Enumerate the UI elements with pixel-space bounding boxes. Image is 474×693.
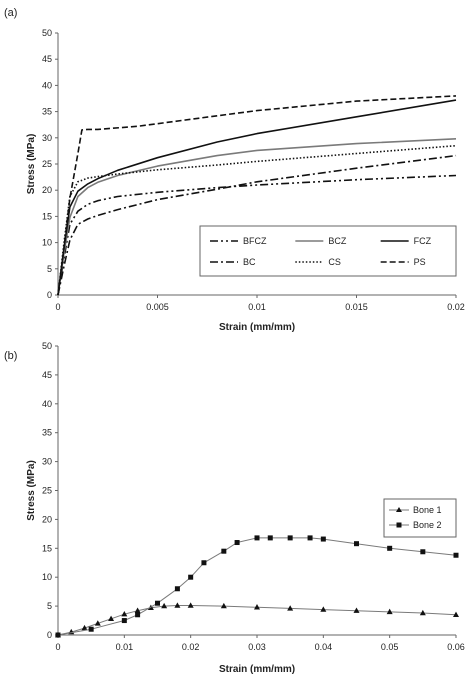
data-point-bone-1: [187, 602, 194, 608]
y-tick-label: 5: [47, 264, 52, 274]
data-point-bone-2: [55, 632, 61, 638]
x-tick-label: 0.01: [116, 642, 134, 652]
data-point-bone-1: [121, 610, 128, 617]
x-tick-label: 0.02: [182, 642, 200, 652]
y-tick-label: 45: [42, 54, 52, 64]
legend-marker: [396, 522, 402, 528]
series-line-bc: [57, 154, 457, 296]
chart-panel-a: (a) 0 5 10 15 20 25 30 35 40 45 50 0 0.005 0.01 0.015 0.…: [4, 7, 465, 333]
data-point-bone-2: [420, 549, 426, 555]
legend: Bone 1 Bone 2: [383, 498, 457, 538]
panel-label: (b): [4, 350, 17, 362]
legend-label: BC: [243, 257, 256, 267]
chart-panel-b: (b) 0 5 10 15 20 25 30 35 40 45 50 0 0.01 0.02 0.03 0.04…: [4, 341, 465, 675]
data-point-bone-1: [108, 615, 115, 622]
y-tick-label: 5: [47, 601, 52, 611]
data-point-bone-1: [419, 609, 426, 616]
data-point-bone-1: [134, 607, 141, 613]
data-point-bone-1: [386, 608, 393, 615]
data-point-bone-1: [453, 611, 459, 617]
x-tick-label: 0.015: [345, 302, 368, 312]
x-tick-label: 0.005: [146, 302, 169, 312]
data-point-bone-1: [81, 624, 88, 631]
x-tick-label: 0.02: [447, 302, 465, 312]
data-point-bone-2: [174, 586, 180, 592]
legend-marker: [396, 507, 402, 512]
data-point-bone-2: [267, 535, 273, 541]
y-tick-label: 0: [47, 290, 52, 300]
data-point-bone-2: [320, 536, 326, 542]
data-point-bone-2: [307, 535, 313, 541]
y-tick-label: 50: [42, 341, 52, 351]
x-tick-label: 0: [55, 302, 60, 312]
data-point-bone-1: [174, 602, 181, 608]
x-tick-label: 0.03: [248, 642, 266, 652]
data-point-bone-1: [161, 602, 168, 609]
data-point-bone-2: [234, 540, 240, 546]
panel-label: (a): [4, 7, 17, 19]
y-tick-label: 25: [42, 159, 52, 169]
legend-label: PS: [414, 257, 426, 267]
y-tick-label: 10: [42, 238, 52, 248]
x-tick-label: 0: [55, 642, 60, 652]
y-tick-label: 20: [42, 185, 52, 195]
legend-box: [383, 498, 457, 538]
data-point-bone-2: [155, 600, 160, 606]
legend-box: [199, 225, 457, 277]
data-point-bone-1: [254, 604, 260, 610]
legend-label: Bone 1: [413, 505, 442, 515]
data-point-bone-2: [135, 612, 141, 618]
legend: BFCZ BCZ FCZ BC CS PS: [199, 225, 457, 277]
y-tick-label: 45: [42, 370, 52, 380]
x-tick-label: 0.06: [447, 642, 465, 652]
y-tick-label: 40: [42, 80, 52, 90]
data-point-bone-2: [188, 574, 194, 580]
y-tick-label: 0: [47, 630, 52, 640]
data-point-bone-1: [220, 602, 227, 609]
legend-label: BCZ: [328, 236, 347, 246]
data-point-bone-2: [201, 560, 207, 566]
y-tick-label: 10: [42, 572, 52, 582]
y-tick-label: 15: [42, 543, 52, 553]
x-axis-label: Strain (mm/mm): [219, 322, 295, 333]
series-line-bfcz: [57, 174, 457, 296]
y-tick-label: 30: [42, 457, 52, 467]
data-point-bone-1: [287, 605, 294, 611]
y-tick-label: 40: [42, 399, 52, 409]
data-point-bone-1: [320, 606, 327, 612]
legend-label: BFCZ: [243, 236, 267, 246]
x-tick-label: 0.01: [248, 302, 266, 312]
series-line-bone-2: [57, 537, 457, 636]
series-line-bcz: [57, 138, 457, 296]
x-tick-label: 0.05: [381, 642, 399, 652]
series-line-bone-1: [57, 605, 457, 636]
y-tick-label: 30: [42, 133, 52, 143]
y-tick-label: 50: [42, 28, 52, 38]
data-point-bone-2: [354, 541, 359, 547]
data-point-bone-2: [453, 552, 459, 558]
legend-label: FCZ: [414, 236, 432, 246]
y-tick-label: 25: [42, 486, 52, 496]
data-point-bone-1: [94, 620, 101, 626]
y-tick-label: 20: [42, 514, 52, 524]
data-point-bone-2: [88, 626, 94, 632]
series-line-fcz: [57, 99, 457, 296]
data-point-bone-2: [387, 545, 393, 551]
legend-label: CS: [328, 257, 341, 267]
y-axis-label: Stress (MPa): [26, 134, 37, 195]
data-point-bone-2: [254, 535, 260, 541]
data-point-bone-2: [221, 548, 227, 554]
data-point-bone-2: [121, 618, 127, 624]
data-point-bone-2: [287, 535, 293, 541]
x-tick-label: 0.04: [315, 642, 333, 652]
y-axis-label: Stress (MPa): [26, 460, 37, 521]
y-tick-label: 35: [42, 428, 52, 438]
x-axis-label: Strain (mm/mm): [219, 664, 295, 675]
data-point-bone-1: [353, 607, 360, 613]
y-tick-label: 15: [42, 211, 52, 221]
y-tick-label: 35: [42, 107, 52, 117]
legend-label: Bone 2: [413, 520, 442, 530]
